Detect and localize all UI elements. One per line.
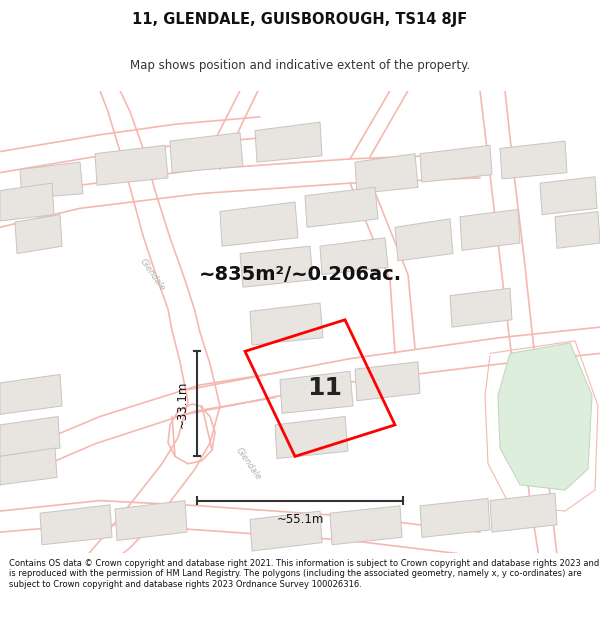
Polygon shape <box>540 177 597 214</box>
Polygon shape <box>15 214 62 254</box>
Polygon shape <box>320 238 388 274</box>
Polygon shape <box>280 371 353 413</box>
Polygon shape <box>115 501 187 541</box>
Polygon shape <box>500 141 567 179</box>
Polygon shape <box>420 499 490 538</box>
Polygon shape <box>250 511 322 551</box>
Polygon shape <box>0 448 57 485</box>
Polygon shape <box>460 209 520 251</box>
Text: ~55.1m: ~55.1m <box>277 513 323 526</box>
Polygon shape <box>220 202 298 246</box>
Polygon shape <box>95 145 168 185</box>
Text: Glendale: Glendale <box>137 257 166 292</box>
Polygon shape <box>0 183 54 221</box>
Polygon shape <box>0 416 60 456</box>
Polygon shape <box>240 246 313 288</box>
Polygon shape <box>330 506 402 545</box>
Text: Map shows position and indicative extent of the property.: Map shows position and indicative extent… <box>130 59 470 72</box>
Text: 11: 11 <box>308 376 343 400</box>
Polygon shape <box>555 211 600 248</box>
Polygon shape <box>250 303 323 345</box>
Polygon shape <box>355 154 418 194</box>
Polygon shape <box>40 505 112 545</box>
Polygon shape <box>305 188 378 228</box>
Polygon shape <box>355 362 420 401</box>
Polygon shape <box>490 493 557 532</box>
Polygon shape <box>450 288 512 327</box>
Polygon shape <box>420 145 492 182</box>
Polygon shape <box>498 343 592 490</box>
Text: 11, GLENDALE, GUISBOROUGH, TS14 8JF: 11, GLENDALE, GUISBOROUGH, TS14 8JF <box>133 12 467 28</box>
Polygon shape <box>275 416 348 459</box>
Polygon shape <box>20 162 83 199</box>
Polygon shape <box>0 374 62 414</box>
Text: Contains OS data © Crown copyright and database right 2021. This information is : Contains OS data © Crown copyright and d… <box>9 559 599 589</box>
Text: ~835m²/~0.206ac.: ~835m²/~0.206ac. <box>199 265 401 284</box>
Polygon shape <box>255 122 322 162</box>
Polygon shape <box>395 219 453 261</box>
Polygon shape <box>170 132 243 173</box>
Text: ~33.1m: ~33.1m <box>176 380 188 428</box>
Text: Glendale: Glendale <box>233 446 262 482</box>
